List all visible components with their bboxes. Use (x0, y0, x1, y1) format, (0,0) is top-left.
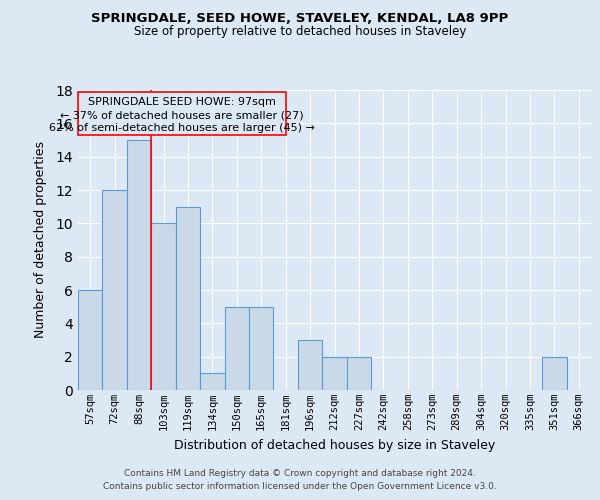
Bar (78, 92, 286, 135)
Text: Size of property relative to detached houses in Staveley: Size of property relative to detached ho… (134, 25, 466, 38)
Text: SPRINGDALE SEED HOWE: 97sqm: SPRINGDALE SEED HOWE: 97sqm (88, 97, 276, 107)
Text: Contains HM Land Registry data © Crown copyright and database right 2024.: Contains HM Land Registry data © Crown c… (124, 468, 476, 477)
Y-axis label: Number of detached properties: Number of detached properties (34, 142, 47, 338)
Bar (298, 340, 322, 390)
Bar (347, 356, 371, 390)
Text: SPRINGDALE, SEED HOWE, STAVELEY, KENDAL, LA8 9PP: SPRINGDALE, SEED HOWE, STAVELEY, KENDAL,… (91, 12, 509, 26)
Bar (151, 224, 176, 390)
X-axis label: Distribution of detached houses by size in Staveley: Distribution of detached houses by size … (174, 438, 495, 452)
Bar (127, 140, 151, 390)
Text: 62% of semi-detached houses are larger (45) →: 62% of semi-detached houses are larger (… (49, 124, 315, 134)
Text: Contains public sector information licensed under the Open Government Licence v3: Contains public sector information licen… (103, 482, 497, 491)
Text: ← 37% of detached houses are smaller (27): ← 37% of detached houses are smaller (27… (60, 110, 304, 120)
Bar (78, 290, 103, 390)
Bar (542, 356, 566, 390)
Bar (224, 306, 249, 390)
Bar (249, 306, 274, 390)
Bar (176, 206, 200, 390)
Bar (103, 190, 127, 390)
Bar (322, 356, 347, 390)
Bar (200, 374, 224, 390)
